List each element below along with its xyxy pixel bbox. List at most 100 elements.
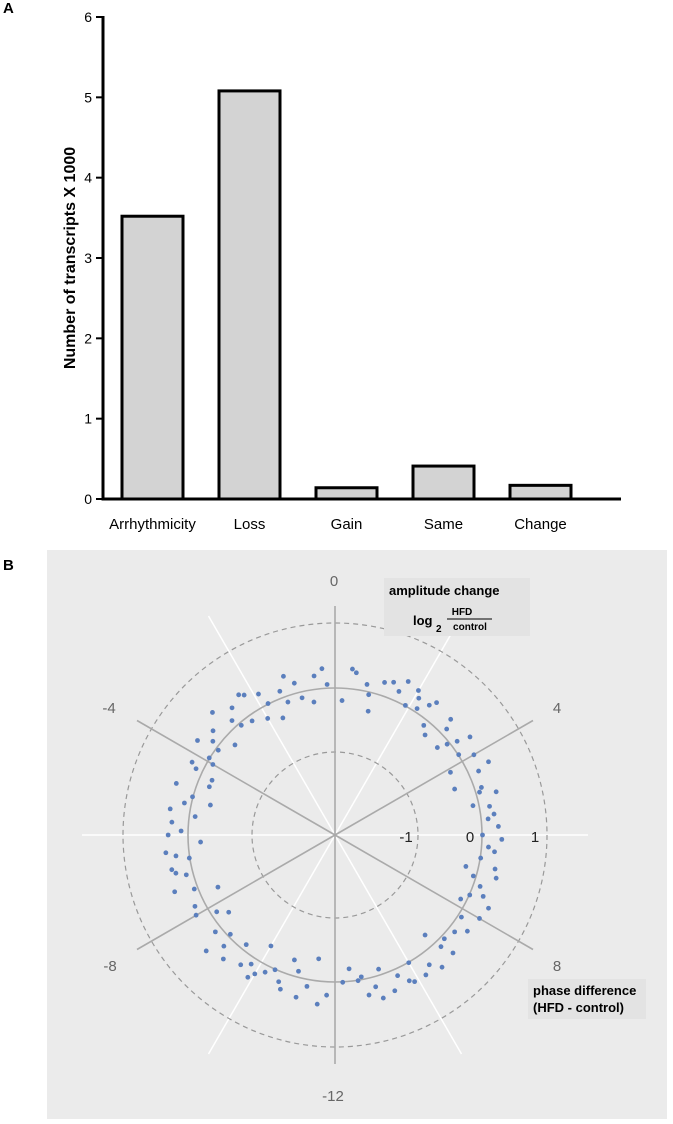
polar-point <box>173 781 179 786</box>
polar-point <box>340 979 346 985</box>
polar-point <box>365 708 371 714</box>
minor-spoke <box>334 834 463 1055</box>
ring-label: 0 <box>466 829 474 846</box>
polar-point <box>376 966 381 972</box>
polar-point <box>236 692 242 698</box>
polar-point <box>210 710 215 715</box>
polar-point <box>210 728 216 734</box>
polar-point <box>346 966 352 972</box>
polar-point <box>480 893 486 899</box>
polar-point <box>444 726 450 732</box>
minor-spoke <box>334 615 463 836</box>
polar-point <box>209 777 215 783</box>
polar-point <box>493 875 499 881</box>
polar-point <box>191 886 197 892</box>
polar-point <box>479 785 484 790</box>
bar-loss <box>217 89 282 501</box>
polar-point <box>434 700 439 706</box>
panel-a-letter: A <box>3 0 14 17</box>
polar-point <box>316 956 322 962</box>
polar-point <box>493 789 499 795</box>
ring-label: 1 <box>531 829 539 846</box>
polar-point <box>477 789 482 795</box>
bars <box>120 89 573 501</box>
polar-point <box>319 666 325 672</box>
bar-arrhythmicity <box>120 214 185 501</box>
polar-point <box>163 850 169 856</box>
polar-point <box>423 972 429 978</box>
polar-point <box>426 702 432 708</box>
polar-point <box>169 819 175 825</box>
polar-point <box>281 673 286 679</box>
polar-point <box>198 839 203 845</box>
polar-point <box>229 705 235 711</box>
polar-point <box>249 718 255 724</box>
polar-point <box>353 670 359 676</box>
polar-point <box>366 992 372 998</box>
polar-point <box>265 701 271 706</box>
polar-point <box>165 832 171 838</box>
polar-point <box>252 971 258 977</box>
polar-point <box>221 943 227 949</box>
polar-point <box>292 957 297 963</box>
polar-point <box>485 816 491 822</box>
x-category-labels: Arrhythmicity Loss Gain Same Change <box>109 516 567 533</box>
polar-point <box>454 738 460 744</box>
polar-point <box>464 928 470 934</box>
amplitude-log: log <box>413 613 433 628</box>
amplitude-legend: amplitude change log 2 HFD control <box>384 578 530 636</box>
polar-point <box>492 849 497 855</box>
phase-title-line2: (HFD - control) <box>533 1000 624 1015</box>
y-tick-label: 1 <box>84 411 92 427</box>
polar-point <box>210 738 216 744</box>
bar-same <box>411 464 476 501</box>
polar-point <box>214 909 220 915</box>
polar-point <box>220 956 226 962</box>
polar-point <box>311 673 317 679</box>
polar-point <box>421 722 427 728</box>
polar-point <box>183 872 189 878</box>
polar-point <box>243 942 249 948</box>
polar-point <box>380 995 386 1001</box>
phase-label: -12 <box>322 1088 344 1105</box>
polar-point <box>459 914 464 920</box>
polar-point <box>402 702 408 708</box>
polar-point <box>358 974 364 980</box>
polar-point <box>206 755 212 761</box>
x-category-label: Same <box>424 516 463 533</box>
polar-point <box>406 960 412 966</box>
polar-point <box>207 802 213 808</box>
polar-point <box>487 803 492 809</box>
polar-point <box>450 950 456 956</box>
x-category-label: Change <box>514 516 567 533</box>
polar-point <box>192 903 198 909</box>
polar-point <box>186 855 192 861</box>
y-ticks: 0 1 2 3 4 5 6 <box>84 9 103 507</box>
polar-point <box>178 828 184 834</box>
polar-point <box>350 666 355 672</box>
polar-point <box>212 929 218 935</box>
polar-point <box>210 762 216 767</box>
polar-point <box>439 964 445 970</box>
polar-point <box>478 855 484 861</box>
polar-point <box>477 916 482 921</box>
polar-point <box>438 944 444 950</box>
polar-point <box>227 931 233 937</box>
polar-point <box>277 986 283 992</box>
polar-point <box>373 984 379 990</box>
phase-legend: phase difference (HFD - control) <box>528 979 646 1019</box>
polar-point <box>229 718 235 723</box>
polar-point <box>491 811 497 817</box>
polar-point <box>405 679 411 684</box>
polar-point <box>314 1001 320 1007</box>
major-spoke <box>136 719 336 836</box>
amplitude-numerator: HFD <box>452 607 473 618</box>
phase-label: -4 <box>102 700 115 717</box>
polar-point <box>458 896 464 902</box>
polar-point <box>293 994 299 1000</box>
polar-point <box>492 866 498 872</box>
polar-point <box>189 759 195 765</box>
polar-point <box>232 742 238 748</box>
major-spoke <box>334 834 534 951</box>
